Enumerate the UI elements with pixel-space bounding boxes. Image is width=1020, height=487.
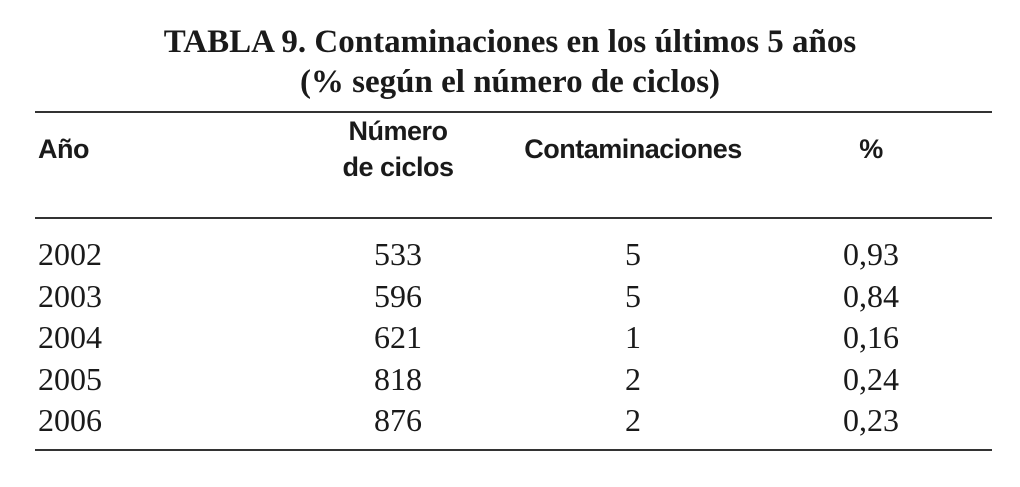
- cell: 5: [625, 277, 641, 314]
- cell: 2: [625, 402, 641, 438]
- cell: 2: [625, 360, 641, 397]
- header-rule: [35, 217, 992, 219]
- cell: 621: [374, 319, 422, 355]
- cell: 596: [374, 277, 422, 314]
- cell: 5: [625, 236, 641, 272]
- cell: 0,16: [843, 319, 899, 355]
- top-rule: [35, 111, 992, 113]
- table-subtitle: (% según el número de ciclos): [299, 64, 721, 100]
- cell: 1: [625, 319, 641, 355]
- cell: 533: [374, 236, 422, 272]
- row-label: 2003: [38, 277, 102, 314]
- cell: 0,23: [843, 402, 899, 438]
- bottom-rule: [35, 449, 992, 451]
- cell: 0,24: [843, 360, 899, 397]
- row-label: 2006: [38, 402, 102, 438]
- table-title: TABLA 9. Contaminaciones en los últimos …: [163, 24, 857, 60]
- row-label: 2004: [38, 319, 102, 355]
- cell: 0,93: [843, 236, 899, 272]
- column-header: de ciclos: [342, 152, 454, 182]
- column-header: Contaminaciones: [524, 134, 742, 164]
- column-header: Número: [348, 116, 448, 146]
- column-header: Año: [38, 134, 89, 164]
- cell: 818: [374, 360, 422, 397]
- cell: 0,84: [843, 277, 899, 314]
- cell: 876: [374, 402, 422, 438]
- row-label: 2002: [38, 236, 102, 272]
- column-header: %: [859, 134, 883, 164]
- row-label: 2005: [38, 360, 102, 397]
